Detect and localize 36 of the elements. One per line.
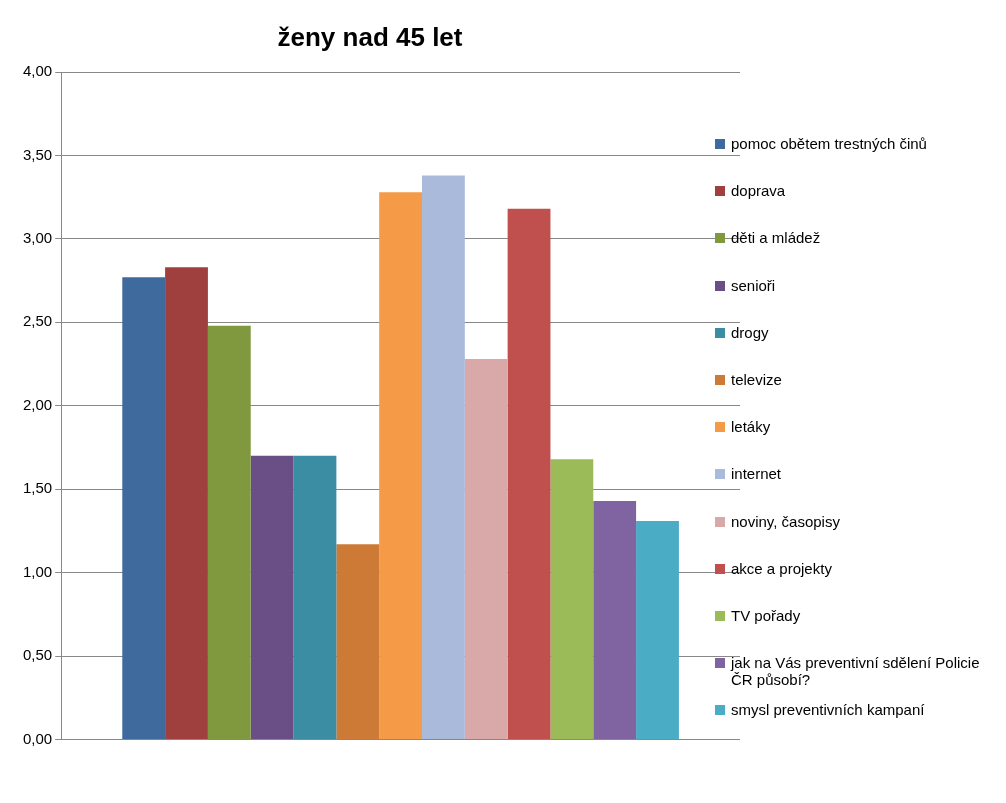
legend-label: noviny, časopisy bbox=[731, 512, 840, 530]
legend-label: smysl preventivních kampaní bbox=[731, 701, 925, 719]
legend-label: TV pořady bbox=[731, 606, 801, 624]
bar bbox=[464, 359, 508, 740]
bar bbox=[379, 192, 423, 740]
bar bbox=[636, 520, 679, 740]
legend-label: pomoc obětem trestných činů bbox=[731, 135, 927, 152]
legend-label: děti a mládež bbox=[731, 229, 821, 247]
bar bbox=[250, 455, 294, 740]
bar bbox=[550, 459, 594, 740]
bar bbox=[293, 455, 337, 740]
legend-label: drogy bbox=[731, 323, 769, 341]
bar bbox=[507, 208, 551, 740]
chart-title: ženy nad 45 let bbox=[276, 22, 464, 53]
y-tick-label: 1,50 bbox=[22, 479, 53, 497]
legend-label: akce a projekty bbox=[731, 559, 832, 577]
bar bbox=[207, 325, 251, 740]
y-tick-label: 3,00 bbox=[22, 229, 53, 247]
legend-label: senioři bbox=[731, 276, 776, 294]
bar bbox=[422, 175, 465, 740]
y-tick-label: 4,00 bbox=[22, 62, 53, 80]
y-tick-label: 1,00 bbox=[22, 562, 53, 580]
y-tick-label: 3,50 bbox=[22, 145, 53, 163]
legend-label: internet bbox=[731, 465, 782, 483]
legend-label: jak na Vás preventivní sdělení Policie ČR působí? bbox=[731, 654, 981, 689]
bar bbox=[165, 267, 208, 740]
legend-label: televize bbox=[731, 370, 782, 388]
y-tick-label: 2,00 bbox=[22, 395, 53, 413]
y-tick-label: 0,50 bbox=[22, 646, 53, 664]
bar bbox=[336, 544, 380, 740]
y-tick-label: 0,00 bbox=[22, 729, 53, 747]
legend-label: doprava bbox=[731, 182, 786, 200]
bar bbox=[593, 500, 637, 740]
bar bbox=[122, 277, 166, 740]
y-tick-label: 2,50 bbox=[22, 312, 53, 330]
legend-label: letáky bbox=[731, 418, 771, 436]
